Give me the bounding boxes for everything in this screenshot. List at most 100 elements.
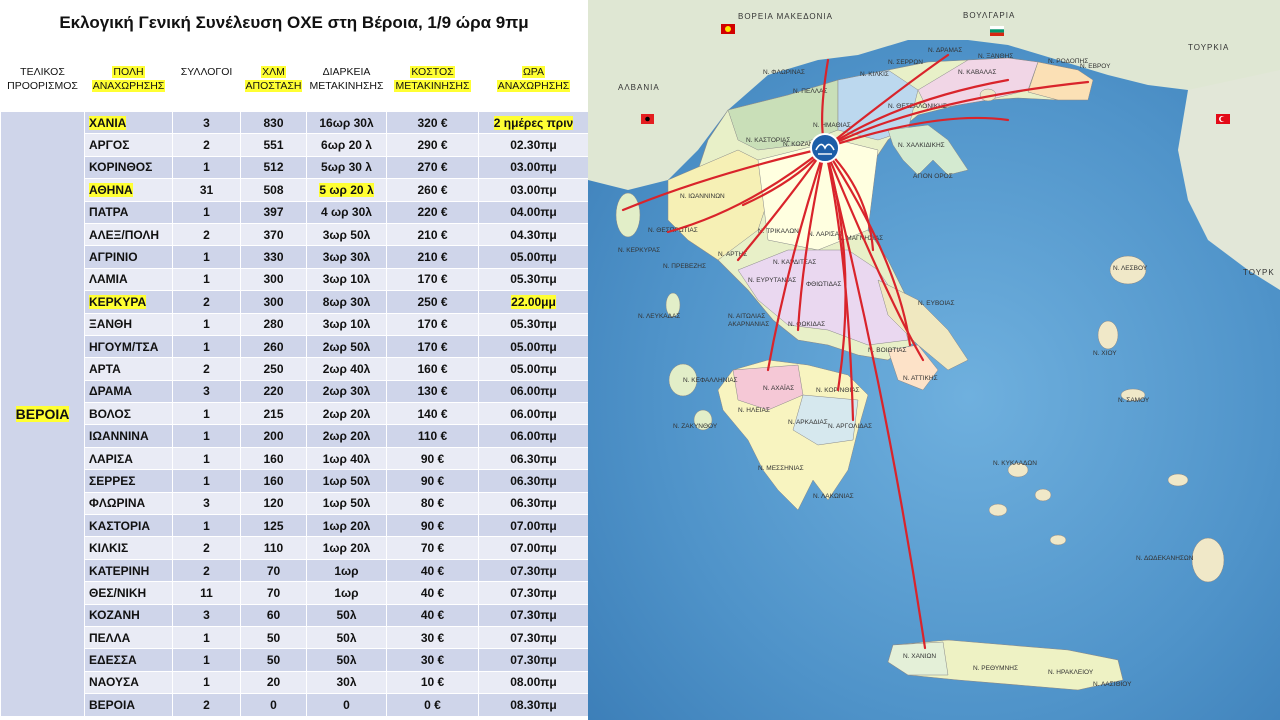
duration-text: 3ωρ 10λ [322,317,371,332]
city-text: ΚΕΡΚΥΡΑ [89,294,147,309]
prefecture-label: Ν. ΛΑΡΙΣΑΣ [808,231,843,238]
city-text: ΞΑΝΘΗ [89,317,133,332]
table-row: ΚΑΣΤΟΡΙΑ 1 125 1ωρ 20λ 90 € 07.00πμ [1,514,588,538]
departure-time-cell: 07.30πμ [478,603,588,627]
cost-cell: 0 € [386,693,479,717]
distance-cell: 512 [240,155,307,180]
distance-cell: 50 [240,648,307,672]
city-cell: ΠΑΤΡΑ [84,200,173,224]
clubs-text: 1 [203,675,210,690]
duration-text: 2ωρ 40λ [322,361,371,376]
city-cell: ΚΙΛΚΙΣ [84,536,173,560]
distance-text: 70 [266,563,281,578]
prefecture-label: ΑΚΑΡΝΑΝΙΑΣ [728,321,769,328]
table-row: ΙΩΑΝΝΙΝΑ 1 200 2ωρ 20λ 110 € 06.00πμ [1,424,588,448]
prefecture-label: Ν. ΕΥΒΟΙΑΣ [918,300,955,307]
city-text: ΚΑΣΤΟΡΙΑ [89,518,150,533]
prefecture-label: Ν. ΧΑΛΚΙΔΙΚΗΣ [898,142,945,149]
prefecture-label: Ν. ΚΟΖΑΝΗΣ [783,141,822,148]
prefecture-label: Ν. ΒΟΙΩΤΙΑΣ [868,347,907,354]
cost-text: 90 € [420,518,445,533]
route-kilkis [823,116,1010,150]
departure-time-cell: 06.00πμ [478,379,588,404]
city-text: ΔΡΑΜΑ [89,384,133,399]
table-row: ΚΟΖΑΝΗ 3 60 50λ 40 € 07.30πμ [1,603,588,627]
distance-text: 160 [263,473,284,488]
prefecture-label: Ν. ΣΕΡΡΩΝ [888,59,923,66]
clubs-text: 1 [203,518,210,533]
clubs-cell: 3 [172,110,241,135]
clubs-text: 1 [203,160,210,175]
distance-cell: 300 [240,267,307,292]
distance-cell: 397 [240,200,307,224]
city-text: ΗΓΟΥΜ/ΤΣΑ [89,339,159,354]
departure-time-text: 06.00πμ [510,406,557,421]
duration-text: 1ωρ 20λ [322,541,371,556]
island-dodecanese [1167,473,1189,487]
cost-cell: 170 € [386,267,479,292]
header-destination: ΤΕΛΙΚΟΣ ΠΡΟΟΡΙΣΜΟΣ [0,46,85,112]
cost-text: 30 € [420,653,445,668]
prefecture-label: Ν. ΚΑΡΔΙΤΣΑΣ [773,259,816,266]
prefecture-label: Ν. ΘΕΣΣΑΛΟΝΙΚΗΣ [888,103,947,110]
cost-text: 160 € [417,361,448,376]
cost-text: 40 € [420,608,445,623]
duration-cell: 50λ [306,625,387,650]
departure-time-text: 08.00πμ [510,675,557,690]
duration-text: 3ωρ 10λ [322,272,371,287]
clubs-cell: 1 [172,200,241,224]
island-samos [1120,388,1146,402]
table-row: ΚΕΡΚΥΡΑ 2 300 8ωρ 30λ 250 € 22.00μμ [1,290,588,314]
duration-cell: 1ωρ 40λ [306,446,387,471]
clubs-text: 2 [203,361,210,376]
distance-cell: 20 [240,670,307,695]
cost-cell: 80 € [386,491,479,516]
island-chios [1097,320,1119,350]
departure-time-text: 2 ημέρες πριν [493,115,574,130]
departure-time-text: 07.30πμ [510,653,557,668]
departure-time-text: 08.30πμ [510,697,557,712]
city-cell: ΛΑΡΙΣΑ [84,446,173,471]
duration-text: 1ωρ 40λ [322,451,371,466]
cost-cell: 170 € [386,334,479,359]
clubs-cell: 2 [172,222,241,247]
duration-cell: 6ωρ 20 λ [306,133,387,157]
distance-cell: 110 [240,536,307,560]
clubs-text: 1 [203,473,210,488]
prefecture-label: Ν. ΚΙΛΚΙΣ [860,71,889,78]
clubs-text: 1 [203,205,210,220]
cost-cell: 130 € [386,379,479,404]
distance-text: 300 [263,272,284,287]
clubs-cell: 3 [172,379,241,404]
clubs-cell: 11 [172,581,241,605]
cost-cell: 70 € [386,536,479,560]
city-cell: ΚΟΖΑΝΗ [84,603,173,627]
clubs-cell: 1 [172,514,241,538]
distance-cell: 60 [240,603,307,627]
prefecture-label: Ν. ΗΜΑΘΙΑΣ [813,122,851,129]
country-label: ΤΟΥΡΚΙΑ [1188,43,1229,52]
cost-text: 210 € [417,250,448,265]
distance-text: 120 [263,496,284,511]
cost-text: 220 € [417,205,448,220]
departure-time-cell: 03.00πμ [478,178,588,202]
cost-cell: 90 € [386,469,479,493]
cost-cell: 210 € [386,222,479,247]
country-label: ΑΛΒΑΝΙΑ [618,83,660,92]
cost-text: 320 € [417,115,448,130]
city-cell: ΚΑΣΤΟΡΙΑ [84,514,173,538]
clubs-text: 3 [203,608,210,623]
clubs-cell: 1 [172,469,241,493]
header-distance: ΧΛΜ ΑΠΟΣΤΑΣΗ [240,46,307,112]
departure-time-text: 05.30πμ [510,272,557,287]
departure-time-text: 04.00πμ [510,205,557,220]
cost-cell: 30 € [386,648,479,672]
duration-text: 1ωρ [334,585,359,600]
cost-cell: 10 € [386,670,479,695]
route-alexandroupoli [823,80,1090,150]
prefecture-label: Ν. ΡΕΘΥΜΝΗΣ [973,665,1018,672]
island-kefalonia [668,363,698,397]
distance-text: 20 [266,675,281,690]
city-text: ΑΡΓΟΣ [89,138,130,153]
clubs-cell: 2 [172,536,241,560]
